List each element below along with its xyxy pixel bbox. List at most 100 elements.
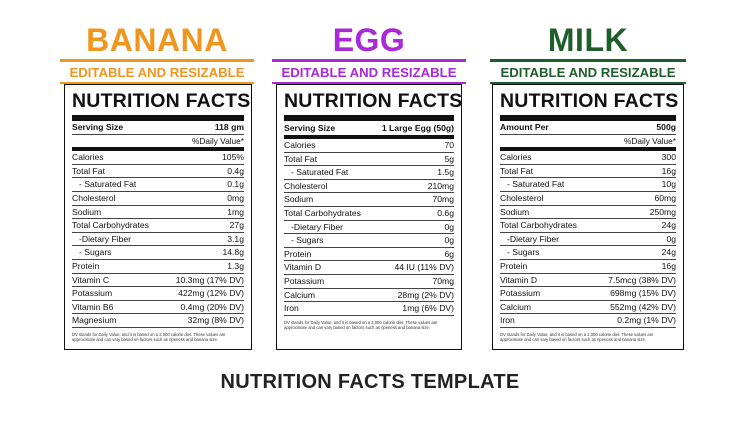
daily-value-header-row: %Daily Value* [500, 135, 676, 152]
nutrient-value: 32mg (8% DV) [187, 315, 244, 326]
nutrient-value: 0g [444, 221, 454, 232]
panel-heading: NUTRITION FACTS [500, 90, 678, 121]
nutrient-value: 3.1g [227, 233, 244, 244]
nutrient-label: Potassium [72, 288, 113, 299]
nutrient-value: 6g [444, 248, 454, 259]
nutrient-value: 0.1g [227, 179, 244, 190]
nutrient-row: Total Carbohydrates 24g [500, 219, 676, 233]
subtitle-underline [490, 82, 686, 84]
nutrient-value: 10.3mg (17% DV) [175, 274, 244, 285]
nutrient-row: Sodium 70mg [284, 193, 454, 207]
nutrient-row: Iron 0.2mg (1% DV) [500, 314, 676, 328]
nutrient-row: -Dietary Fiber 3.1g [72, 233, 244, 247]
nutrient-value: 24g [661, 220, 676, 231]
product-title: EGG [332, 22, 406, 58]
nutrient-value: 0.4mg (20% DV) [180, 301, 244, 312]
nutrient-label: Vitamin B6 [72, 301, 114, 312]
nutrient-row: - Saturated Fat 1.5g [284, 166, 454, 180]
banana-nutrition-panel: NUTRITION FACTS Serving Size 118 gm %Daily … [64, 84, 252, 350]
product-title: MILK [547, 22, 629, 58]
nutrient-value: 422mg (12% DV) [178, 288, 244, 299]
nutrient-row: - Saturated Fat 10g [500, 178, 676, 192]
nutrient-row: - Sugars 0g [284, 234, 454, 248]
nutrient-value: 70 [444, 140, 454, 150]
nutrient-row: Calories 105% [72, 151, 244, 165]
serving-value: 500g [656, 122, 676, 132]
nutrient-row: Protein 16g [500, 260, 676, 274]
nutrient-row: -Dietary Fiber 0g [284, 221, 454, 235]
nutrient-label: - Saturated Fat [79, 179, 137, 190]
nutrient-label: Potassium [284, 275, 325, 286]
title-underline [490, 59, 686, 62]
egg-nutrition-panel: NUTRITION FACTS Serving Size 1 Large Egg (… [276, 84, 462, 350]
nutrient-row: - Saturated Fat 0.1g [72, 178, 244, 192]
nutrient-row: Calories 300 [500, 151, 676, 165]
nutrient-value: 300 [661, 152, 676, 163]
nutrient-value: 210mg [427, 180, 454, 191]
banana-header: BANANA EDITABLE AND RESIZABLE [60, 0, 254, 84]
nutrient-label: Cholesterol [284, 180, 328, 191]
milk-header: MILK EDITABLE AND RESIZABLE [490, 0, 686, 84]
nutrient-row: Potassium 698mg (15% DV) [500, 287, 676, 301]
nutrient-value: 0mg [227, 192, 244, 203]
serving-size-row: Serving Size 1 Large Egg (50g) [284, 121, 454, 139]
nutrient-label: Vitamin D [500, 274, 538, 285]
subtitle-underline [272, 82, 466, 84]
nutrient-label: Total Fat [72, 165, 105, 176]
subtitle-underline [60, 82, 254, 84]
nutrient-row: Potassium 422mg (12% DV) [72, 287, 244, 301]
panel-heading: NUTRITION FACTS [284, 90, 462, 121]
nutrient-value: 0g [666, 233, 676, 244]
nutrient-label: Potassium [500, 288, 541, 299]
nutrient-row: Calcium 28mg (2% DV) [284, 289, 454, 303]
nutrient-value: 16g [661, 165, 676, 176]
title-underline [60, 59, 254, 62]
nutrient-row: Protein 6g [284, 248, 454, 262]
serving-label: Serving Size [284, 123, 336, 133]
nutrient-label: Protein [72, 260, 100, 271]
nutrient-label: Calcium [500, 301, 532, 312]
nutrient-label: Total Carbohydrates [72, 220, 149, 231]
milk-nutrition-panel: NUTRITION FACTS Amount Per 500g %Daily Valu… [492, 84, 684, 350]
serving-value: 1 Large Egg (50g) [381, 123, 454, 133]
nutrient-value: 0.4g [227, 165, 244, 176]
nutrient-label: Cholesterol [500, 192, 544, 203]
nutrient-label: Iron [284, 303, 299, 314]
footnote: DV stands for Daily Value, and it is bas… [284, 319, 438, 330]
nutrient-value: 14.8g [222, 247, 244, 258]
nutrient-label: Total Carbohydrates [284, 207, 361, 218]
egg-header: EGG EDITABLE AND RESIZABLE [272, 0, 466, 84]
daily-value-header: %Daily Value* [192, 135, 244, 146]
nutrient-row: Total Carbohydrates 0.6g [284, 207, 454, 221]
nutrient-label: -Dietary Fiber [79, 233, 132, 244]
nutrient-label: - Sugars [291, 235, 324, 246]
product-title: BANANA [86, 22, 228, 58]
serving-size-row: Serving Size 118 gm [72, 121, 244, 135]
nutrient-value: 28mg (2% DV) [397, 289, 454, 300]
serving-label: Serving Size [72, 122, 124, 132]
nutrient-value: 1.5g [437, 167, 454, 178]
nutrient-row: Vitamin D 7.5mcg (38% DV) [500, 274, 676, 288]
nutrient-value: 60mg [654, 192, 677, 203]
nutrient-row: - Sugars 14.8g [72, 246, 244, 260]
nutrient-row: Sodium 1mg [72, 206, 244, 220]
nutrient-value: 70mg [432, 194, 455, 205]
nutrient-label: Sodium [284, 194, 314, 205]
nutrient-row: Vitamin C 10.3mg (17% DV) [72, 274, 244, 288]
nutrient-label: Calories [500, 152, 532, 163]
nutrient-row: Calories 70 [284, 139, 454, 153]
nutrient-value: 7.5mcg (38% DV) [608, 274, 676, 285]
daily-value-header: %Daily Value* [624, 135, 676, 146]
nutrient-value: 250mg [649, 206, 676, 217]
nutrient-value: 698mg (15% DV) [610, 288, 676, 299]
product-subtitle: EDITABLE AND RESIZABLE [500, 65, 676, 80]
nutrient-label: Calories [284, 140, 316, 150]
nutrient-value: 1mg [227, 206, 244, 217]
nutrient-value: 1mg (6% DV) [402, 303, 454, 314]
nutrient-row: Cholesterol 210mg [284, 180, 454, 194]
nutrient-row: Cholesterol 60mg [500, 192, 676, 206]
nutrient-value: 1.3g [227, 260, 244, 271]
nutrient-label: - Sugars [507, 247, 540, 258]
nutrient-row: Cholesterol 0mg [72, 192, 244, 206]
nutrient-label: Total Fat [500, 165, 533, 176]
